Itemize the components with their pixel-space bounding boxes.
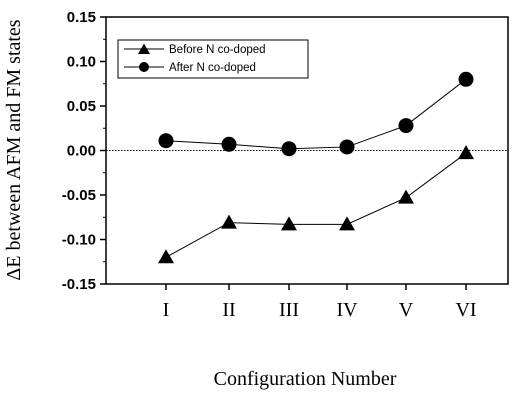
data-point-circle xyxy=(221,136,237,152)
series-before xyxy=(158,145,474,264)
legend-label-after: After N co-doped xyxy=(169,62,256,74)
data-point-triangle xyxy=(221,214,237,229)
data-point-circle xyxy=(458,71,474,87)
y-tick-label: -0.10 xyxy=(62,232,96,249)
data-point-circle xyxy=(281,141,297,157)
y-axis: 0.15 0.10 0.05 0.00 -0.05 -0.10 -0.15 xyxy=(62,9,106,293)
y-tick-label: -0.05 xyxy=(62,187,96,204)
legend-marker-before xyxy=(138,43,150,54)
series-line xyxy=(165,152,467,258)
x-axis: I II III IV V VI xyxy=(163,284,477,321)
x-tick-label: I xyxy=(163,299,170,321)
x-tick-label: V xyxy=(399,299,414,321)
data-point-triangle xyxy=(158,249,174,264)
x-tick-label: II xyxy=(222,299,235,321)
series-layer xyxy=(158,71,474,264)
y-tick-label: 0.10 xyxy=(67,54,96,71)
x-tick-label: III xyxy=(279,299,299,321)
x-tick-label: VI xyxy=(455,299,476,321)
series-line xyxy=(165,78,467,150)
y-tick-label: 0.05 xyxy=(67,98,96,115)
data-point-triangle xyxy=(398,189,414,204)
legend: Before N co-doped After N co-doped xyxy=(117,39,309,79)
data-point-triangle xyxy=(458,145,474,160)
legend-box xyxy=(117,39,309,79)
data-point-circle xyxy=(339,139,355,155)
data-point-triangle xyxy=(281,216,297,231)
y-axis-title: ΔE between AFM and FM states xyxy=(3,19,25,280)
y-tick-label: 0.00 xyxy=(67,143,96,160)
legend-label-before: Before N co-doped xyxy=(169,44,266,56)
data-point-triangle xyxy=(339,216,355,231)
y-tick-label: -0.15 xyxy=(62,276,96,293)
x-tick-label: IV xyxy=(336,299,358,321)
series-after xyxy=(158,71,474,157)
x-axis-title: Configuration Number xyxy=(214,368,397,390)
data-point-circle xyxy=(398,118,414,134)
data-point-circle xyxy=(158,133,174,149)
legend-marker-after xyxy=(139,62,149,72)
y-tick-label: 0.15 xyxy=(67,9,96,26)
